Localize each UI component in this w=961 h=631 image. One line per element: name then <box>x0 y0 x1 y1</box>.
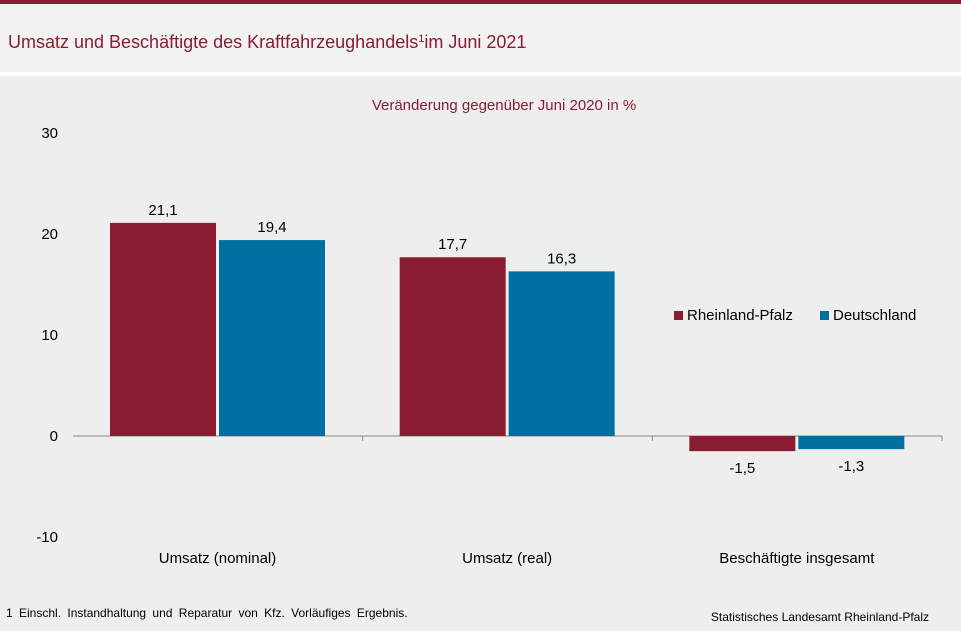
y-tick-label: 20 <box>41 226 58 243</box>
footnote: 1 Einschl. Instandhaltung und Reparatur … <box>6 606 408 620</box>
x-category-label: Umsatz (real) <box>462 550 552 567</box>
bar <box>110 222 216 436</box>
y-tick-label: 30 <box>41 125 58 142</box>
title-rest: im Juni 2021 <box>424 32 527 52</box>
x-category-label: Umsatz (nominal) <box>159 550 277 567</box>
data-label: 16,3 <box>547 250 576 267</box>
title-main: Umsatz und Beschäftigte des Kraftfahrzeu… <box>8 32 419 52</box>
top-rule <box>0 0 961 4</box>
source-note: Statistisches Landesamt Rheinland-Pfalz <box>710 610 929 624</box>
bar <box>798 436 905 450</box>
legend-swatch <box>820 311 829 320</box>
bar <box>689 436 796 452</box>
data-label: 17,7 <box>438 236 467 253</box>
legend-label: Rheinland-Pfalz <box>687 307 793 324</box>
title-footnote-mark: 1 <box>418 33 425 45</box>
bar-chart: Veränderung gegenüber Juni 2020 in % 30 2… <box>36 97 943 567</box>
bar <box>219 240 325 436</box>
data-label: -1,3 <box>838 458 864 475</box>
bar <box>508 271 615 436</box>
y-tick-label: 10 <box>41 327 58 344</box>
page-title: Umsatz und Beschäftigte des Kraftfahrzeu… <box>8 32 526 53</box>
y-tick-label: -10 <box>36 529 58 546</box>
chart-subtitle: Veränderung gegenüber Juni 2020 in % <box>372 97 636 114</box>
y-tick-label: 0 <box>50 428 58 445</box>
data-label: 21,1 <box>148 202 177 219</box>
data-label: -1,5 <box>729 460 755 477</box>
legend-swatch <box>674 311 683 320</box>
bar <box>399 257 506 436</box>
x-category-label: Beschäftigte insgesamt <box>719 550 875 567</box>
header: Umsatz und Beschäftigte des Kraftfahrzeu… <box>0 4 961 72</box>
data-label: 19,4 <box>257 219 286 236</box>
legend-label: Deutschland <box>833 307 916 324</box>
header-rule <box>0 72 961 76</box>
